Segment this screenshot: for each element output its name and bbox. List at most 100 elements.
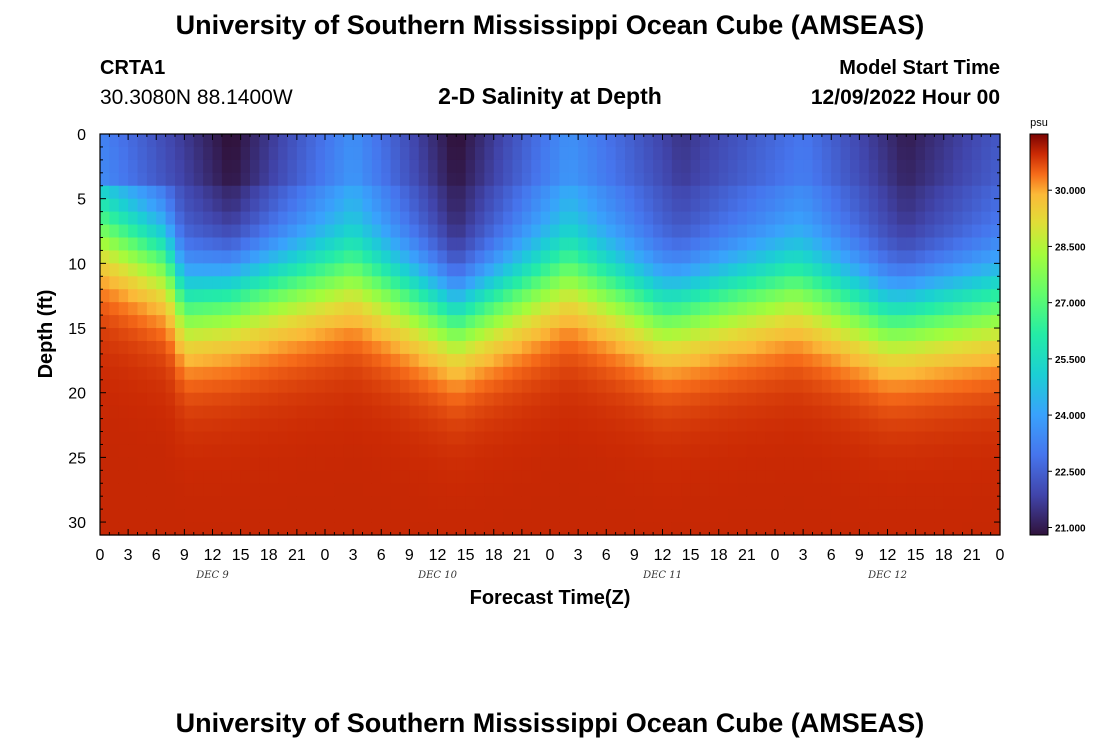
heatmap-cell (531, 328, 542, 342)
heatmap-cell (756, 211, 767, 226)
heatmap-cell (859, 134, 870, 148)
heatmap-cell (353, 315, 364, 329)
heatmap-cell (746, 392, 757, 407)
heatmap-cell (878, 418, 889, 433)
heatmap-cell (559, 431, 570, 446)
heatmap-cell (531, 405, 542, 420)
heatmap-cell (475, 302, 485, 316)
heatmap-cell (531, 366, 542, 381)
heatmap-cell (156, 328, 167, 342)
heatmap-cell (700, 302, 710, 316)
heatmap-cell (746, 250, 757, 264)
heatmap-cell (503, 328, 514, 342)
heatmap-cell (568, 146, 579, 161)
heatmap-cell (381, 522, 392, 536)
heatmap-cell (821, 315, 832, 329)
heatmap-cell (437, 159, 448, 174)
heatmap-cell (118, 509, 129, 523)
heatmap-cell (465, 328, 476, 342)
heatmap-cell (409, 457, 420, 471)
heatmap-cell (503, 211, 514, 226)
heatmap-cell (681, 392, 692, 407)
heatmap-cell (934, 483, 945, 497)
heatmap-cell (343, 379, 354, 394)
heatmap-cell (240, 366, 251, 381)
heatmap-cell (709, 146, 720, 161)
heatmap-cell (953, 379, 964, 394)
heatmap-cell (578, 224, 589, 239)
heatmap-cell (165, 159, 176, 174)
heatmap-cell (784, 134, 795, 148)
heatmap-cell (709, 250, 720, 264)
heatmap-cell (587, 134, 598, 148)
heatmap-cell (737, 237, 748, 252)
heatmap-cell (315, 224, 326, 239)
heatmap-cell (381, 185, 392, 200)
heatmap-cell (690, 198, 701, 213)
heatmap-cell (934, 159, 945, 174)
heatmap-cell (840, 146, 851, 161)
heatmap-cell (146, 328, 157, 342)
heatmap-cell (662, 483, 673, 497)
heatmap-cell (118, 418, 129, 433)
heatmap-cell (746, 522, 757, 536)
heatmap-cell (128, 431, 139, 446)
heatmap-cell (784, 340, 795, 355)
heatmap-cell (559, 315, 570, 329)
heatmap-cell (221, 379, 232, 394)
heatmap-cell (953, 172, 964, 187)
heatmap-cell (287, 431, 298, 446)
heatmap-cell (868, 172, 879, 187)
heatmap-cell (306, 289, 317, 303)
heatmap-cell (868, 263, 879, 277)
heatmap-cell (512, 211, 523, 226)
heatmap-cell (690, 146, 701, 161)
heatmap-cell (334, 470, 345, 484)
heatmap-cell (278, 366, 289, 381)
heatmap-cell (137, 302, 148, 316)
heatmap-cell (915, 509, 926, 523)
heatmap-cell (962, 146, 973, 161)
heatmap-cell (512, 340, 523, 355)
heatmap-cell (446, 185, 457, 200)
heatmap-cell (896, 457, 907, 471)
heatmap-cell (831, 198, 842, 213)
heatmap-cell (475, 483, 485, 497)
heatmap-cell (746, 405, 757, 420)
heatmap-cell (803, 250, 814, 264)
heatmap-cell (287, 237, 298, 252)
heatmap-cell (165, 134, 176, 148)
heatmap-cell (662, 159, 673, 174)
heatmap-cell (437, 444, 448, 458)
heatmap-cell (418, 185, 429, 200)
heatmap-cell (568, 134, 579, 148)
x-tick-label: 15 (682, 547, 700, 564)
heatmap-cell (203, 444, 214, 458)
heatmap-cell (587, 302, 598, 316)
heatmap-cell (128, 405, 139, 420)
heatmap-cell (709, 457, 720, 471)
heatmap-cell (212, 509, 223, 523)
heatmap-cell (212, 392, 223, 407)
heatmap-cell (146, 418, 157, 433)
heatmap-cell (484, 392, 495, 407)
heatmap-cell (596, 522, 607, 536)
heatmap-cell (390, 134, 401, 148)
heatmap-cell (737, 418, 748, 433)
heatmap-cell (700, 418, 710, 433)
heatmap-cell (287, 328, 298, 342)
heatmap-cell (146, 159, 157, 174)
heatmap-cell (100, 146, 110, 161)
heatmap-cell (896, 392, 907, 407)
heatmap-cell (596, 302, 607, 316)
heatmap-cell (943, 159, 954, 174)
heatmap-cell (803, 470, 814, 484)
heatmap-cell (259, 353, 270, 368)
heatmap-cell (915, 185, 926, 200)
heatmap-cell (503, 263, 514, 277)
heatmap-cell (718, 366, 729, 381)
heatmap-cell (184, 392, 195, 407)
heatmap-cell (100, 483, 110, 497)
heatmap-cell (943, 302, 954, 316)
heatmap-cell (193, 496, 204, 510)
